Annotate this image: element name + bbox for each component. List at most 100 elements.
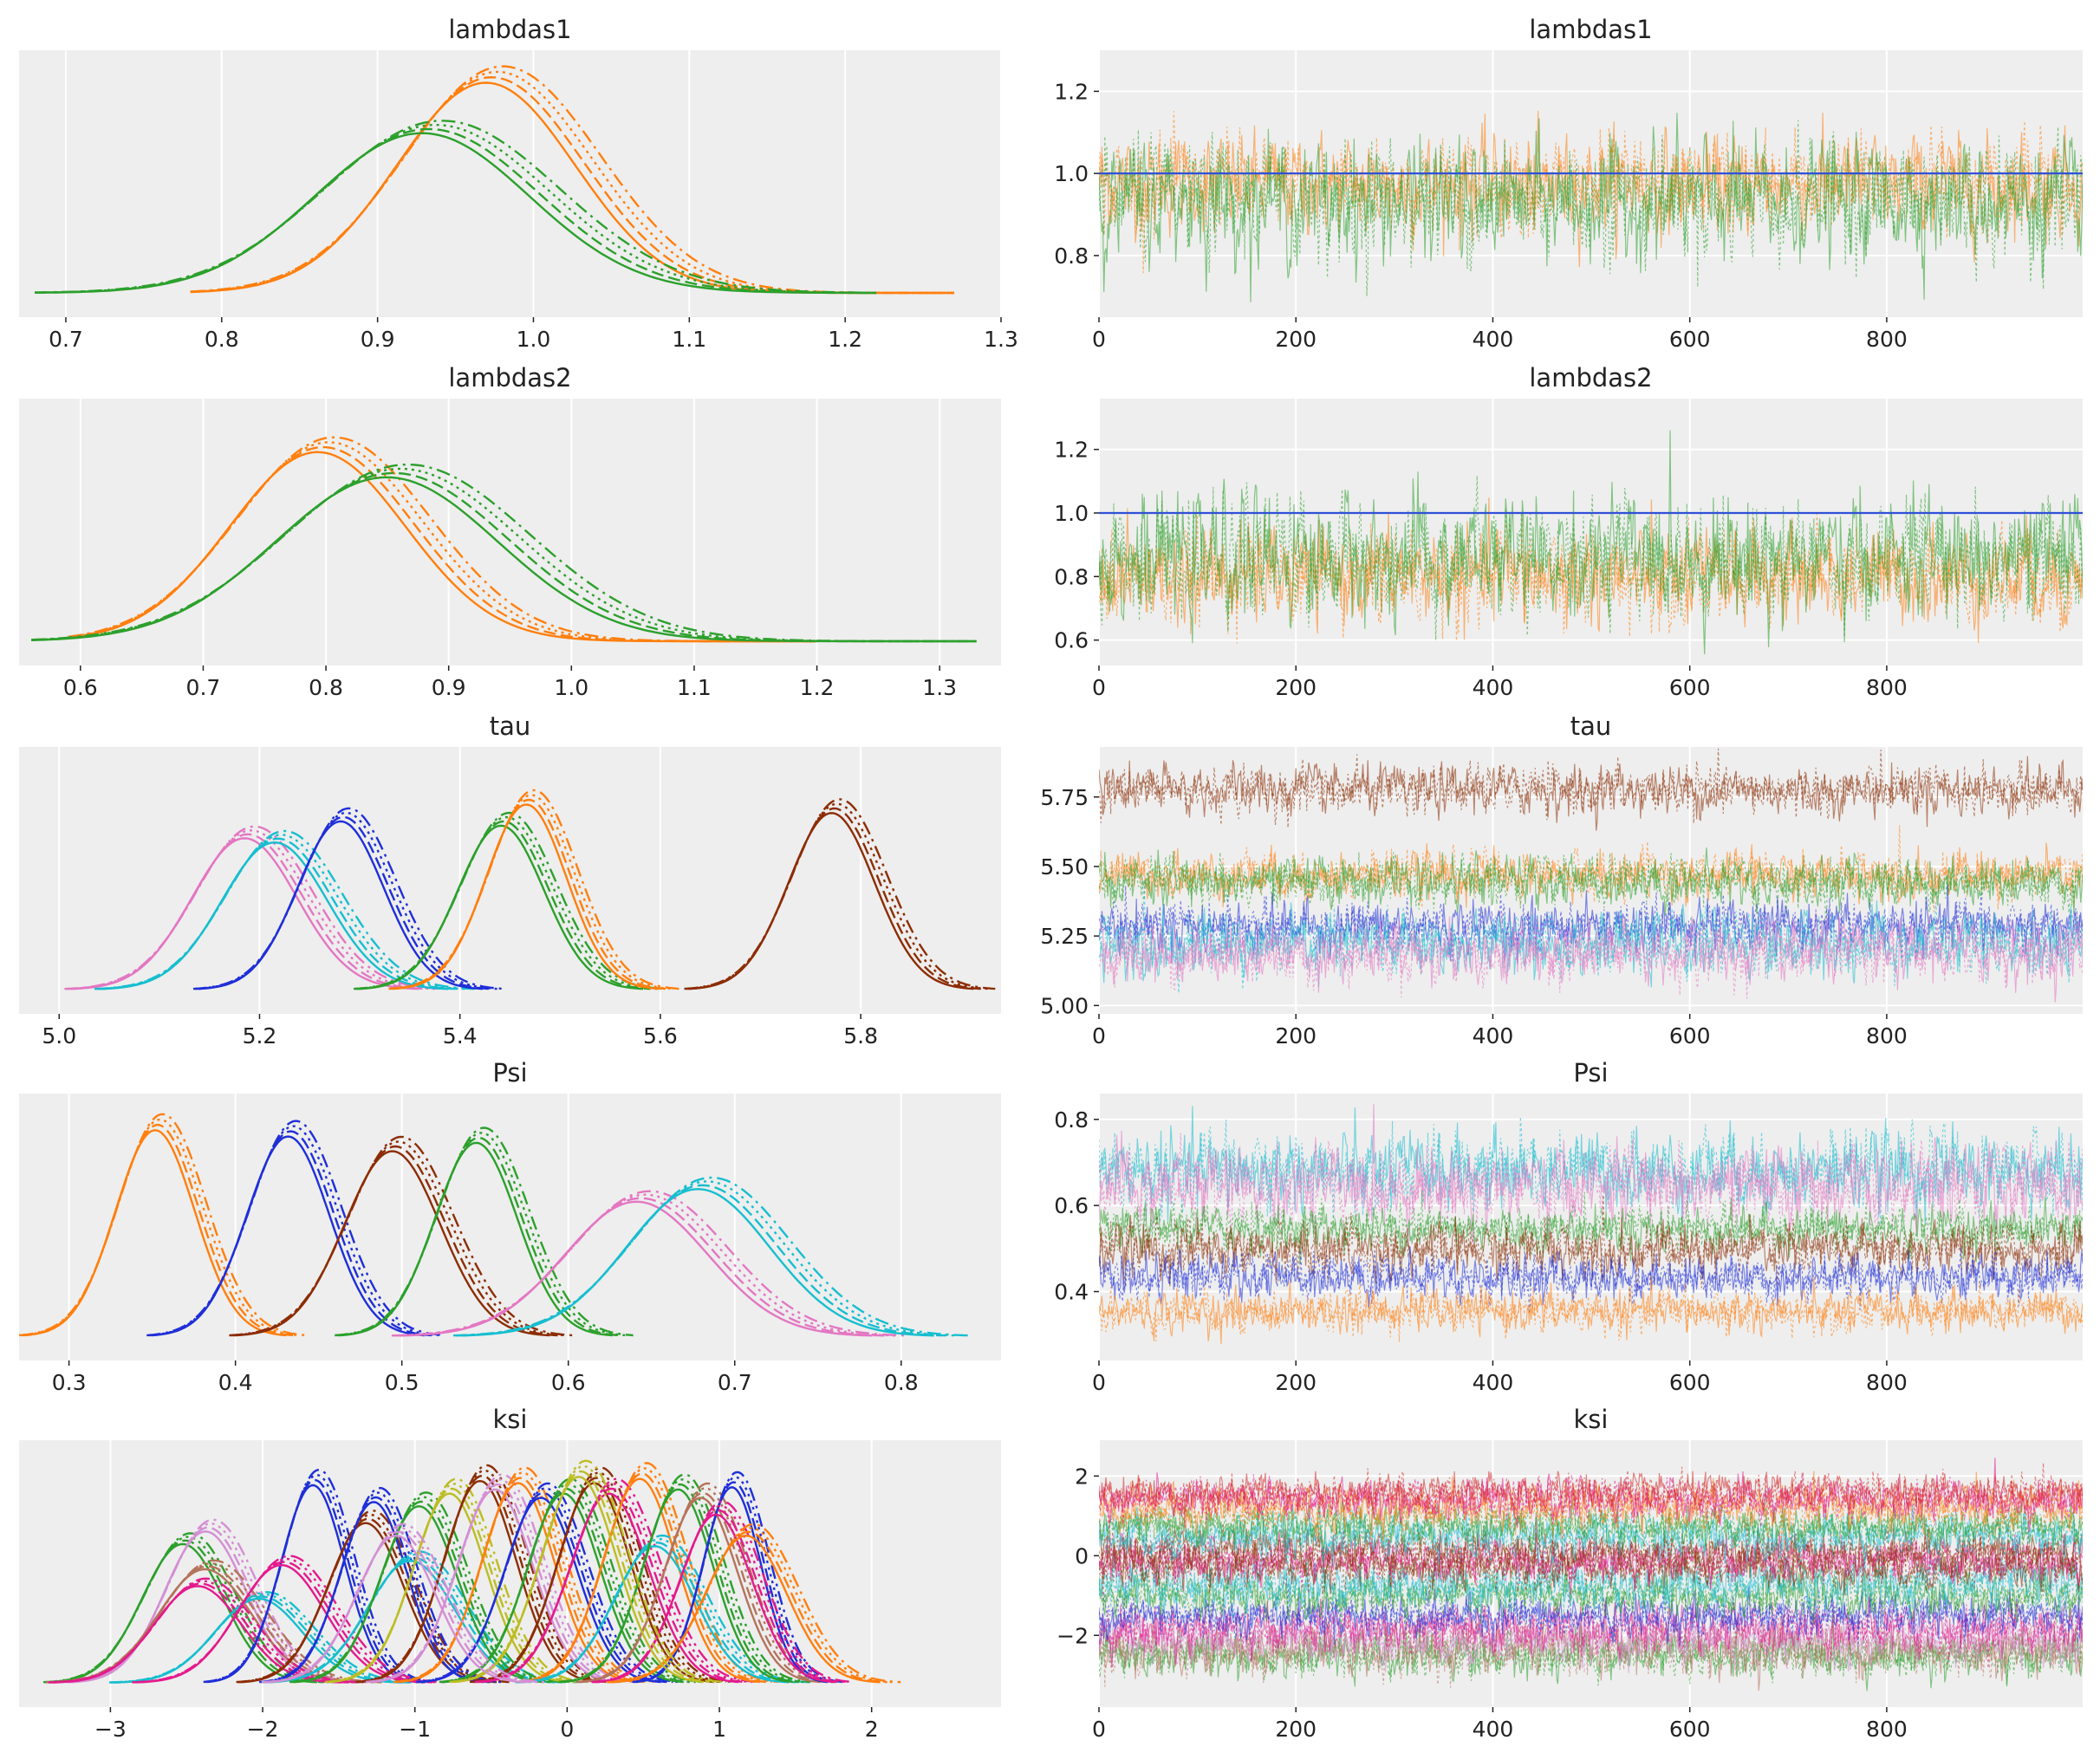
trace-ksi-trace-line [1099, 1472, 2083, 1529]
kde-psi-kde-line [152, 1135, 425, 1337]
kde-ksi-kde-line [289, 1491, 563, 1684]
kde-tau-xtick-label: 5.0 [42, 1023, 76, 1049]
trace-lambdas2-xtick-label: 800 [1866, 675, 1908, 700]
trace-tau-xtick-label: 400 [1473, 1023, 1514, 1049]
kde-lambdas1-panel: lambdas1 0.7 0.8 0.9 1.0 1.1 1.2 1.3 [19, 15, 1018, 352]
kde-tau-kde-line [392, 798, 666, 990]
kde-ksi-kde-line [517, 1467, 772, 1684]
kde-psi-plot-area [19, 1094, 1001, 1360]
kde-ksi-kde-line [471, 1471, 727, 1684]
kde-ksi-kde-line [264, 1530, 532, 1684]
kde-tau-kde-line [684, 798, 996, 990]
trace-psi-trace-line [1099, 1133, 2083, 1239]
kde-psi-kde-line [336, 1132, 627, 1337]
kde-ksi-plot-area [19, 1440, 1001, 1707]
kde-psi-panel: Psi 0.3 0.4 0.5 0.6 0.7 0.8 [19, 1058, 1001, 1395]
kde-ksi-kde-line [203, 1468, 435, 1684]
trace-psi-trace-line [1099, 1195, 2083, 1291]
kde-tau-xtick-label: 5.6 [643, 1023, 678, 1049]
trace-ksi-panel: ksi 0 200 400 600 800 −2 0 2 [1057, 1405, 2083, 1742]
trace-ksi-trace-line [1099, 1596, 2083, 1668]
trace-lambdas2-xtick-label: 400 [1473, 675, 1514, 700]
trace-lambdas2-ytick-label: 1.0 [1054, 501, 1089, 526]
kde-ksi-xtick-label: −1 [399, 1717, 431, 1742]
kde-ksi-xtick-label: 1 [712, 1717, 726, 1742]
kde-tau-xtick-label: 5.8 [843, 1023, 878, 1049]
kde-psi-kde-line [231, 1140, 566, 1337]
trace-psi-title: Psi [1573, 1058, 1608, 1088]
kde-psi-xtick-label: 0.8 [884, 1370, 919, 1395]
trace-lambdas2-ytick-label: 1.2 [1054, 438, 1089, 463]
trace-lambdas1-ytick-label: 0.8 [1054, 243, 1089, 269]
trace-ksi-ytick-label: 2 [1075, 1464, 1089, 1489]
trace-psi-trace-line [1099, 1116, 2083, 1225]
kde-psi-kde-line [232, 1145, 558, 1337]
trace-psi-xtick-label: 800 [1866, 1370, 1908, 1395]
trace-lambdas1-ytick-label: 1.2 [1054, 79, 1089, 104]
trace-ksi-xtick-label: 600 [1669, 1717, 1711, 1742]
kde-ksi-xtick-label: 2 [865, 1717, 879, 1742]
kde-tau-title: tau [490, 711, 531, 741]
trace-tau-ytick-label: 5.25 [1040, 924, 1089, 949]
kde-lambdas2-plot-area [19, 399, 1001, 665]
trace-lambdas1-xtick-label: 400 [1473, 327, 1514, 352]
kde-ksi-kde-line [451, 1464, 717, 1684]
kde-ksi-kde-line [132, 1555, 447, 1684]
trace-lambdas2-ytick-label: 0.6 [1054, 628, 1089, 653]
kde-ksi-kde-line [478, 1487, 745, 1684]
kde-ksi-kde-line [515, 1534, 809, 1684]
trace-lambdas1-ytick-label: 1.0 [1054, 161, 1089, 186]
kde-tau-xtick-label: 5.2 [243, 1023, 277, 1049]
trace-lambdas1-xtick-label: 800 [1866, 327, 1908, 352]
kde-psi-kde-line [458, 1184, 946, 1337]
kde-lambdas1-xtick-label: 1.3 [984, 327, 1018, 352]
kde-ksi-xtick-label: −3 [94, 1717, 127, 1742]
kde-lambdas2-xtick-label: 0.9 [432, 675, 466, 700]
kde-ksi-panel: ksi −3 −2 −1 0 1 2 [19, 1405, 1001, 1742]
kde-ksi-kde-line [135, 1561, 433, 1684]
trace-tau-panel: tau 0 200 400 600 800 5.00 5.25 5.50 5.75 [1040, 711, 2083, 1049]
kde-tau-kde-line [353, 811, 665, 990]
kde-psi-kde-line [148, 1125, 439, 1337]
kde-ksi-title: ksi [493, 1405, 528, 1434]
trace-psi-ytick-label: 0.6 [1054, 1193, 1089, 1218]
trace-psi-series-group [1099, 1104, 2083, 1344]
kde-lambdas2-xtick-label: 1.2 [800, 675, 835, 700]
kde-ksi-kde-line [474, 1477, 759, 1684]
trace-psi-trace-line [1099, 1104, 2083, 1249]
kde-lambdas2-title: lambdas2 [448, 363, 571, 393]
kde-lambdas2-xtick-label: 1.3 [922, 675, 957, 700]
kde-lambdas1-xtick-label: 0.8 [205, 327, 239, 352]
kde-lambdas1-xtick-label: 0.7 [49, 327, 83, 352]
kde-lambdas1-kde-line [190, 65, 954, 295]
trace-tau-trace-line [1099, 916, 2083, 1003]
kde-lambdas1-kde-line [34, 120, 877, 294]
kde-lambdas1-title: lambdas1 [448, 15, 571, 44]
trace-lambdas1-panel: lambdas1 0 200 400 600 800 0.8 1.0 1.2 [1054, 15, 2083, 352]
kde-ksi-kde-line [239, 1517, 497, 1684]
kde-lambdas1-series-group [34, 65, 954, 295]
kde-tau-kde-line [64, 825, 445, 990]
trace-ksi-trace-line [1099, 1518, 2083, 1582]
kde-psi-kde-line [23, 1129, 287, 1337]
kde-ksi-kde-line [518, 1541, 796, 1684]
kde-ksi-kde-line [393, 1466, 657, 1684]
kde-lambdas2-xtick-label: 0.8 [309, 675, 343, 700]
trace-tau-xtick-label: 200 [1275, 1023, 1317, 1049]
kde-ksi-kde-line [44, 1535, 331, 1684]
kde-ksi-kde-line [449, 1459, 723, 1684]
kde-ksi-xtick-label: 0 [560, 1717, 574, 1742]
trace-ksi-ytick-label: 0 [1075, 1543, 1089, 1568]
kde-tau-kde-line [192, 807, 504, 990]
trace-lambdas1-trace-line [1099, 113, 2083, 302]
trace-lambdas2-ytick-label: 0.8 [1054, 564, 1089, 589]
kde-tau-kde-line [354, 815, 658, 990]
trace-ksi-ytick-label: −2 [1057, 1623, 1089, 1648]
trace-tau-trace-line [1099, 880, 2083, 994]
trace-ksi-xtick-label: 200 [1275, 1717, 1317, 1742]
kde-lambdas2-xtick-label: 0.6 [63, 675, 98, 700]
kde-ksi-kde-line [326, 1483, 582, 1684]
trace-psi-ytick-label: 0.4 [1054, 1280, 1089, 1305]
trace-tau-trace-line [1099, 908, 2083, 999]
trace-ksi-xtick-label: 400 [1473, 1717, 1514, 1742]
